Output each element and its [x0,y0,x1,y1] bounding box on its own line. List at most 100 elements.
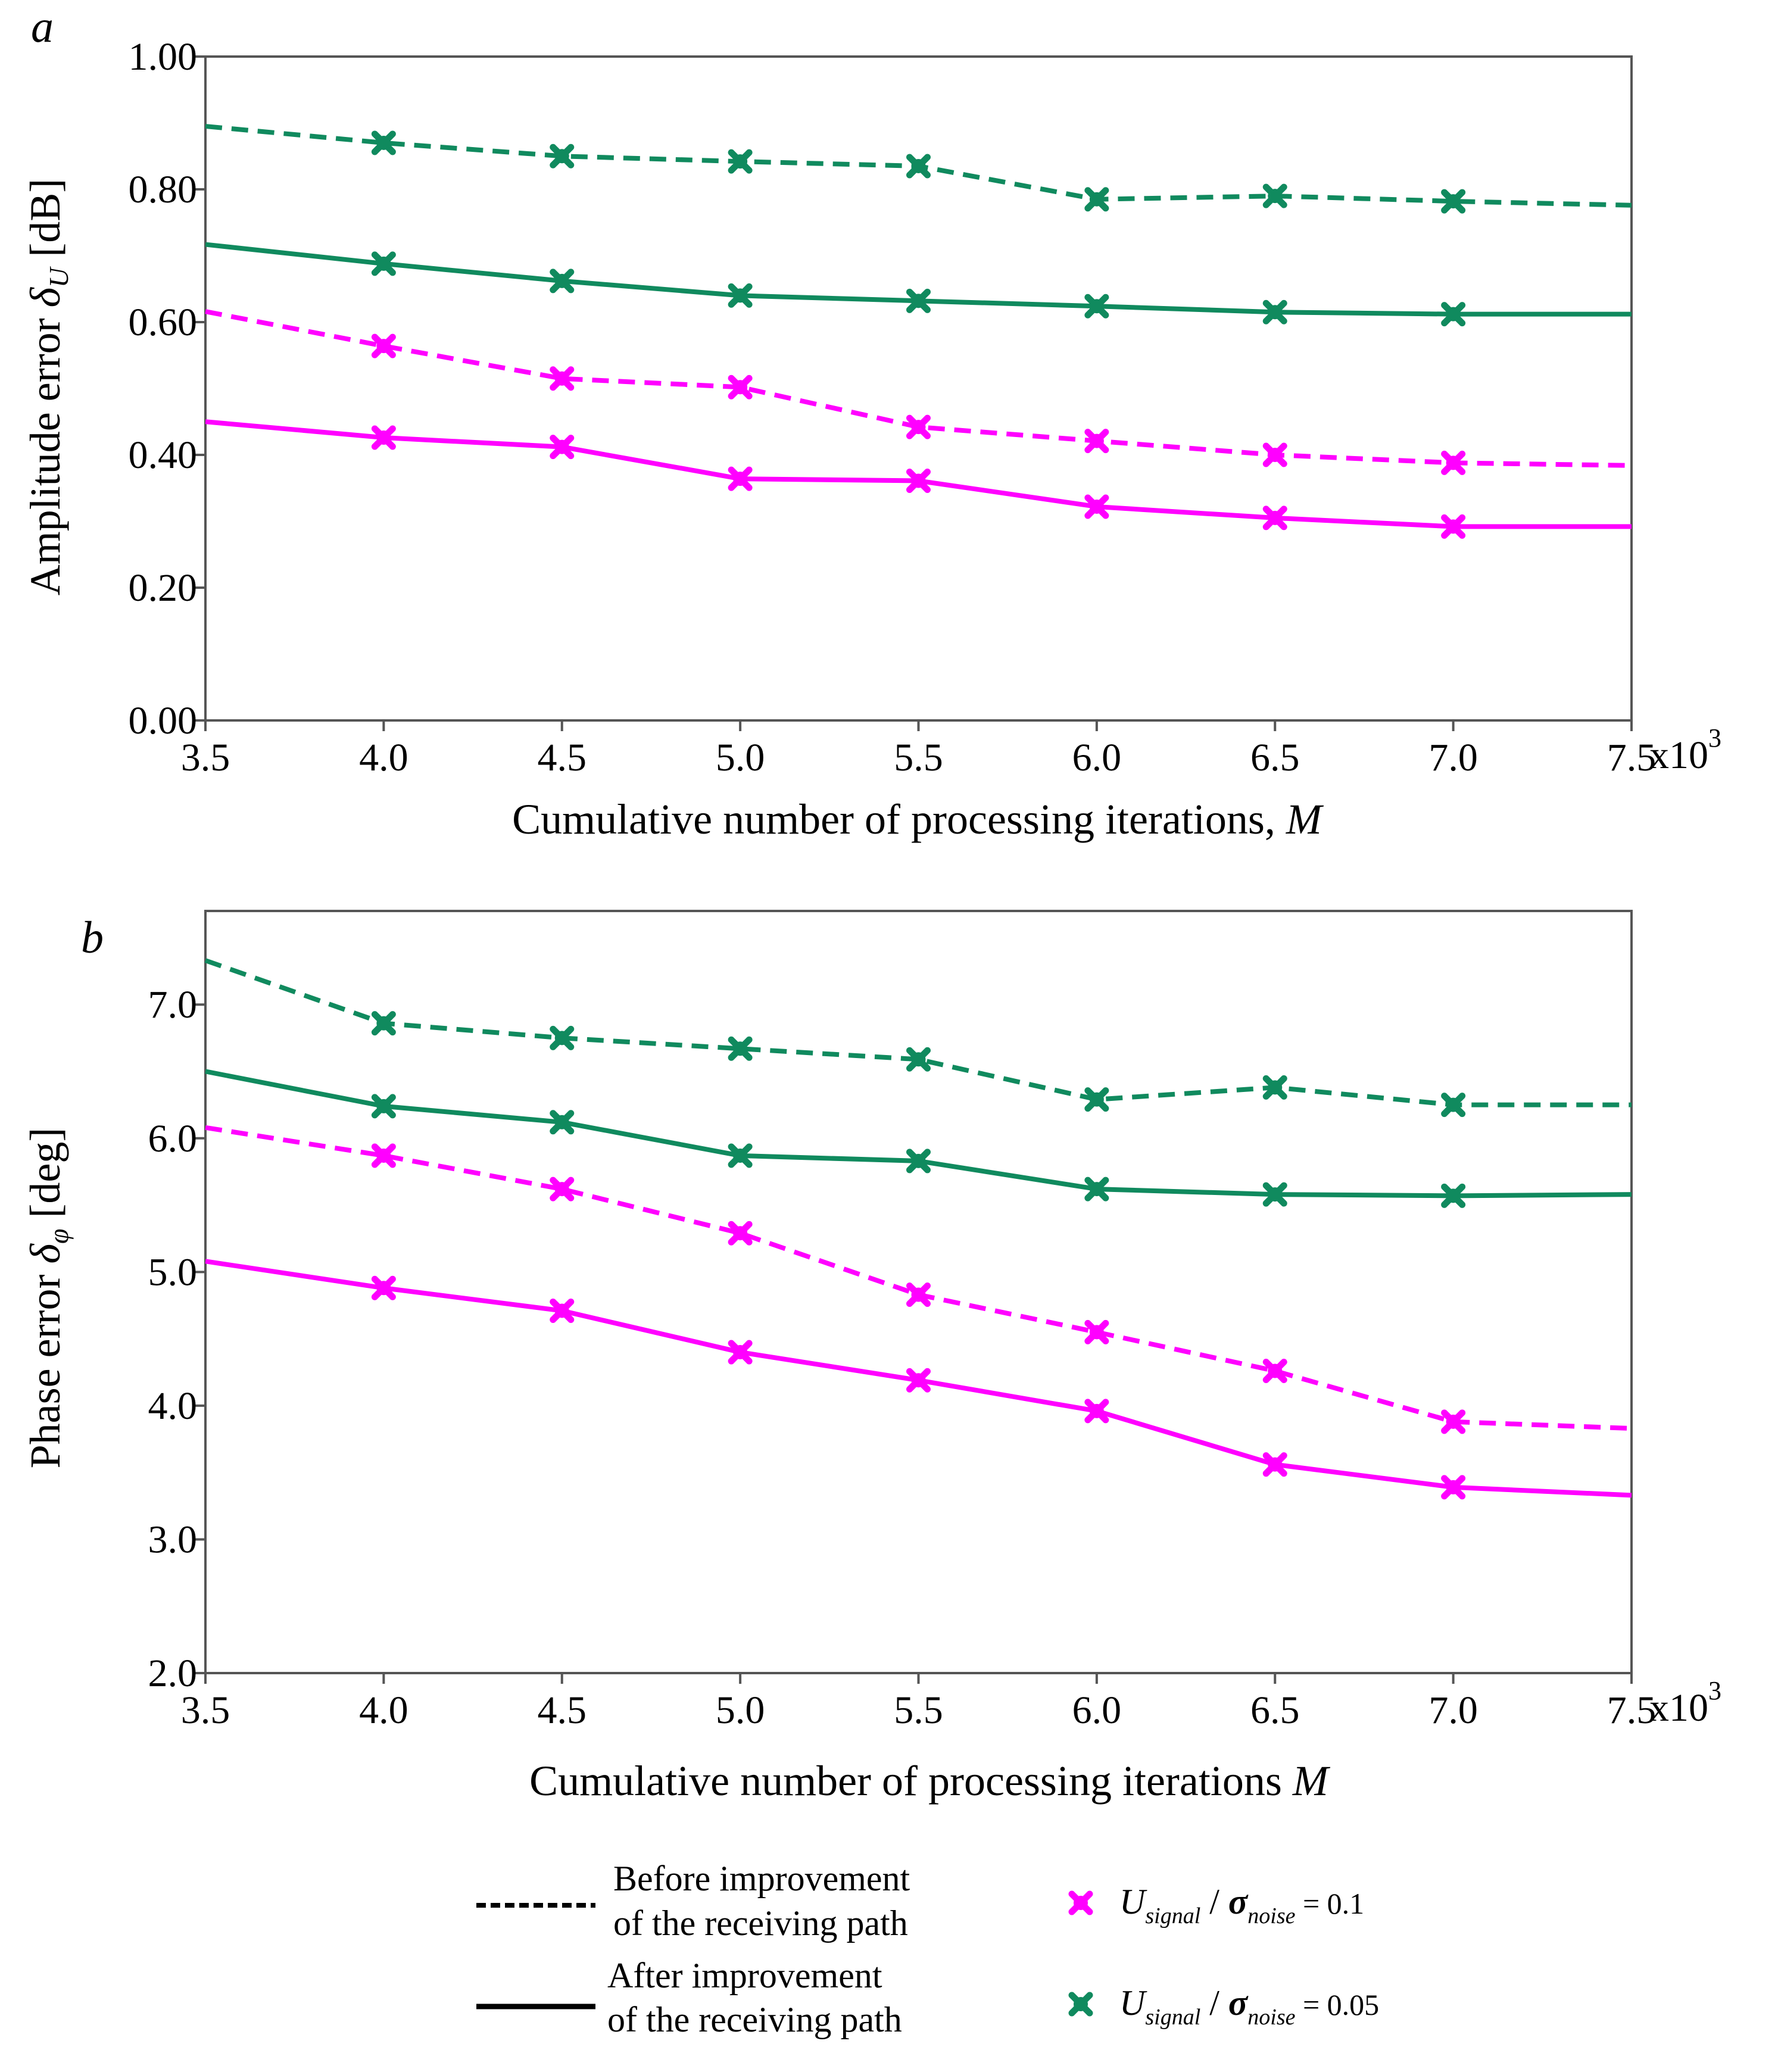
y-tick-label: 0.60 [129,301,198,344]
legend: Before improvement of the receiving path… [476,1859,1379,2039]
data-point [906,154,931,179]
panel-b-x-axis-title: Cumulative number of processing iteratio… [529,1757,1331,1805]
x-tick-label: 7.5 [1607,1689,1657,1732]
y-tick-label: 0.00 [129,699,198,742]
x-tick-label: 4.5 [538,736,587,779]
panel-b-x-multiplier: x103 [1649,1676,1721,1730]
y-tick-label: 7.0 [148,983,198,1026]
y-tick-label: 6.0 [148,1117,198,1160]
data-point [906,414,931,439]
y-tick-label: 2.0 [148,1652,198,1695]
data-point [1084,1399,1109,1424]
panel-b-letter: b [81,913,104,963]
data-point [1084,1319,1109,1344]
data-point [550,1110,575,1135]
panel-a-x-axis-title: Cumulative number of processing iteratio… [512,795,1324,843]
panel-b: b Phase error δφ [deg] Cumulative number… [21,910,1721,1805]
data-point [371,333,396,358]
data-point [371,1011,396,1036]
data-point [1262,1075,1287,1100]
data-point [1262,183,1287,208]
legend-magenta-marker [1068,1890,1093,1915]
x-tick-label: 6.5 [1250,1689,1300,1732]
data-point [1262,1358,1287,1383]
data-point [906,468,931,493]
data-point [1441,1093,1466,1118]
panel-a-y-axis-title: Amplitude error δU [dB] [21,179,74,596]
panel-a: a Amplitude error δU [dB] Cumulative num… [21,2,1721,843]
data-point [1441,1409,1466,1434]
data-point [550,1177,575,1202]
data-point [728,1143,753,1168]
data-point [1262,1182,1287,1207]
panel-b-y-axis-title: Phase error δφ [deg] [21,1128,74,1469]
legend-solid-label-line1: After improvement [607,1956,882,1995]
x-tick-label: 4.5 [538,1689,587,1732]
y-tick-label: 0.80 [129,168,198,211]
data-point [1262,442,1287,467]
legend-solid-label-line2: of the receiving path [607,2000,902,2039]
data-point [728,149,753,174]
data-point [728,1036,753,1061]
x-tick-label: 7.0 [1428,1689,1478,1732]
x-tick-label: 7.5 [1607,736,1657,779]
x-tick-label: 6.5 [1250,736,1300,779]
y-tick-label: 3.0 [148,1518,198,1561]
data-point [906,1047,931,1072]
data-point [550,269,575,294]
panel-a-letter: a [31,2,54,52]
x-tick-label: 3.5 [181,1689,230,1732]
data-point [550,435,575,460]
data-point [371,251,396,276]
data-point [371,1143,396,1168]
data-point [1262,299,1287,324]
legend-dashed-label-line2: of the receiving path [613,1904,908,1943]
data-point [371,1275,396,1300]
panel-a-x-multiplier: x103 [1649,723,1721,777]
x-tick-label: 5.5 [894,1689,943,1732]
data-point [371,1094,396,1119]
data-point [1084,494,1109,519]
x-tick-label: 3.5 [181,736,230,779]
y-tick-label: 0.40 [129,433,198,477]
x-tick-label: 5.5 [894,736,943,779]
data-point [1262,1452,1287,1477]
y-tick-label: 5.0 [148,1250,198,1294]
x-tick-label: 4.0 [359,736,408,779]
legend-dashed-label-line1: Before improvement [613,1859,910,1898]
data-point [1084,187,1109,212]
data-point [550,1025,575,1050]
legend-green-label: Usignal / σnoise = 0.05 [1119,1983,1379,2030]
data-point [906,1282,931,1307]
data-point [728,1340,753,1365]
data-point [1441,1475,1466,1500]
data-point [550,143,575,168]
data-point [906,1368,931,1393]
x-tick-label: 6.0 [1072,736,1122,779]
legend-green-marker [1068,1992,1093,2017]
y-tick-label: 4.0 [148,1384,198,1428]
data-point [1084,429,1109,454]
x-tick-label: 6.0 [1072,1689,1122,1732]
data-point [1084,294,1109,319]
data-point [371,425,396,450]
series-line-0 [204,958,1632,1107]
data-point [1262,505,1287,531]
data-point [728,1221,753,1246]
data-point [906,1149,931,1174]
data-point [550,366,575,391]
data-point [371,130,396,155]
data-point [906,288,931,313]
y-tick-label: 1.00 [129,35,198,79]
y-tick-label: 0.20 [129,566,198,610]
data-point [728,375,753,400]
data-point [728,466,753,491]
legend-magenta-marker-glyph [1068,1890,1093,1915]
x-tick-label: 7.0 [1428,736,1478,779]
data-point [1084,1087,1109,1112]
x-tick-label: 4.0 [359,1689,408,1732]
data-point [1441,514,1466,539]
data-point [1084,1177,1109,1202]
legend-green-marker-glyph [1068,1992,1093,2017]
